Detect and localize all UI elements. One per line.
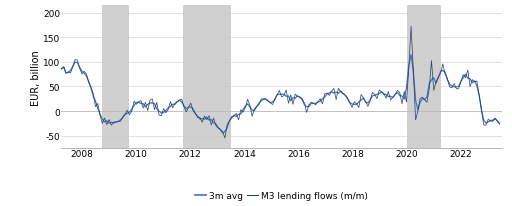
- Bar: [183, 6, 231, 148]
- Bar: [407, 6, 441, 148]
- Bar: [102, 6, 129, 148]
- Legend: 3m avg, M3 lending flows (m/m): 3m avg, M3 lending flows (m/m): [192, 187, 371, 204]
- Y-axis label: EUR, billion: EUR, billion: [31, 49, 41, 105]
